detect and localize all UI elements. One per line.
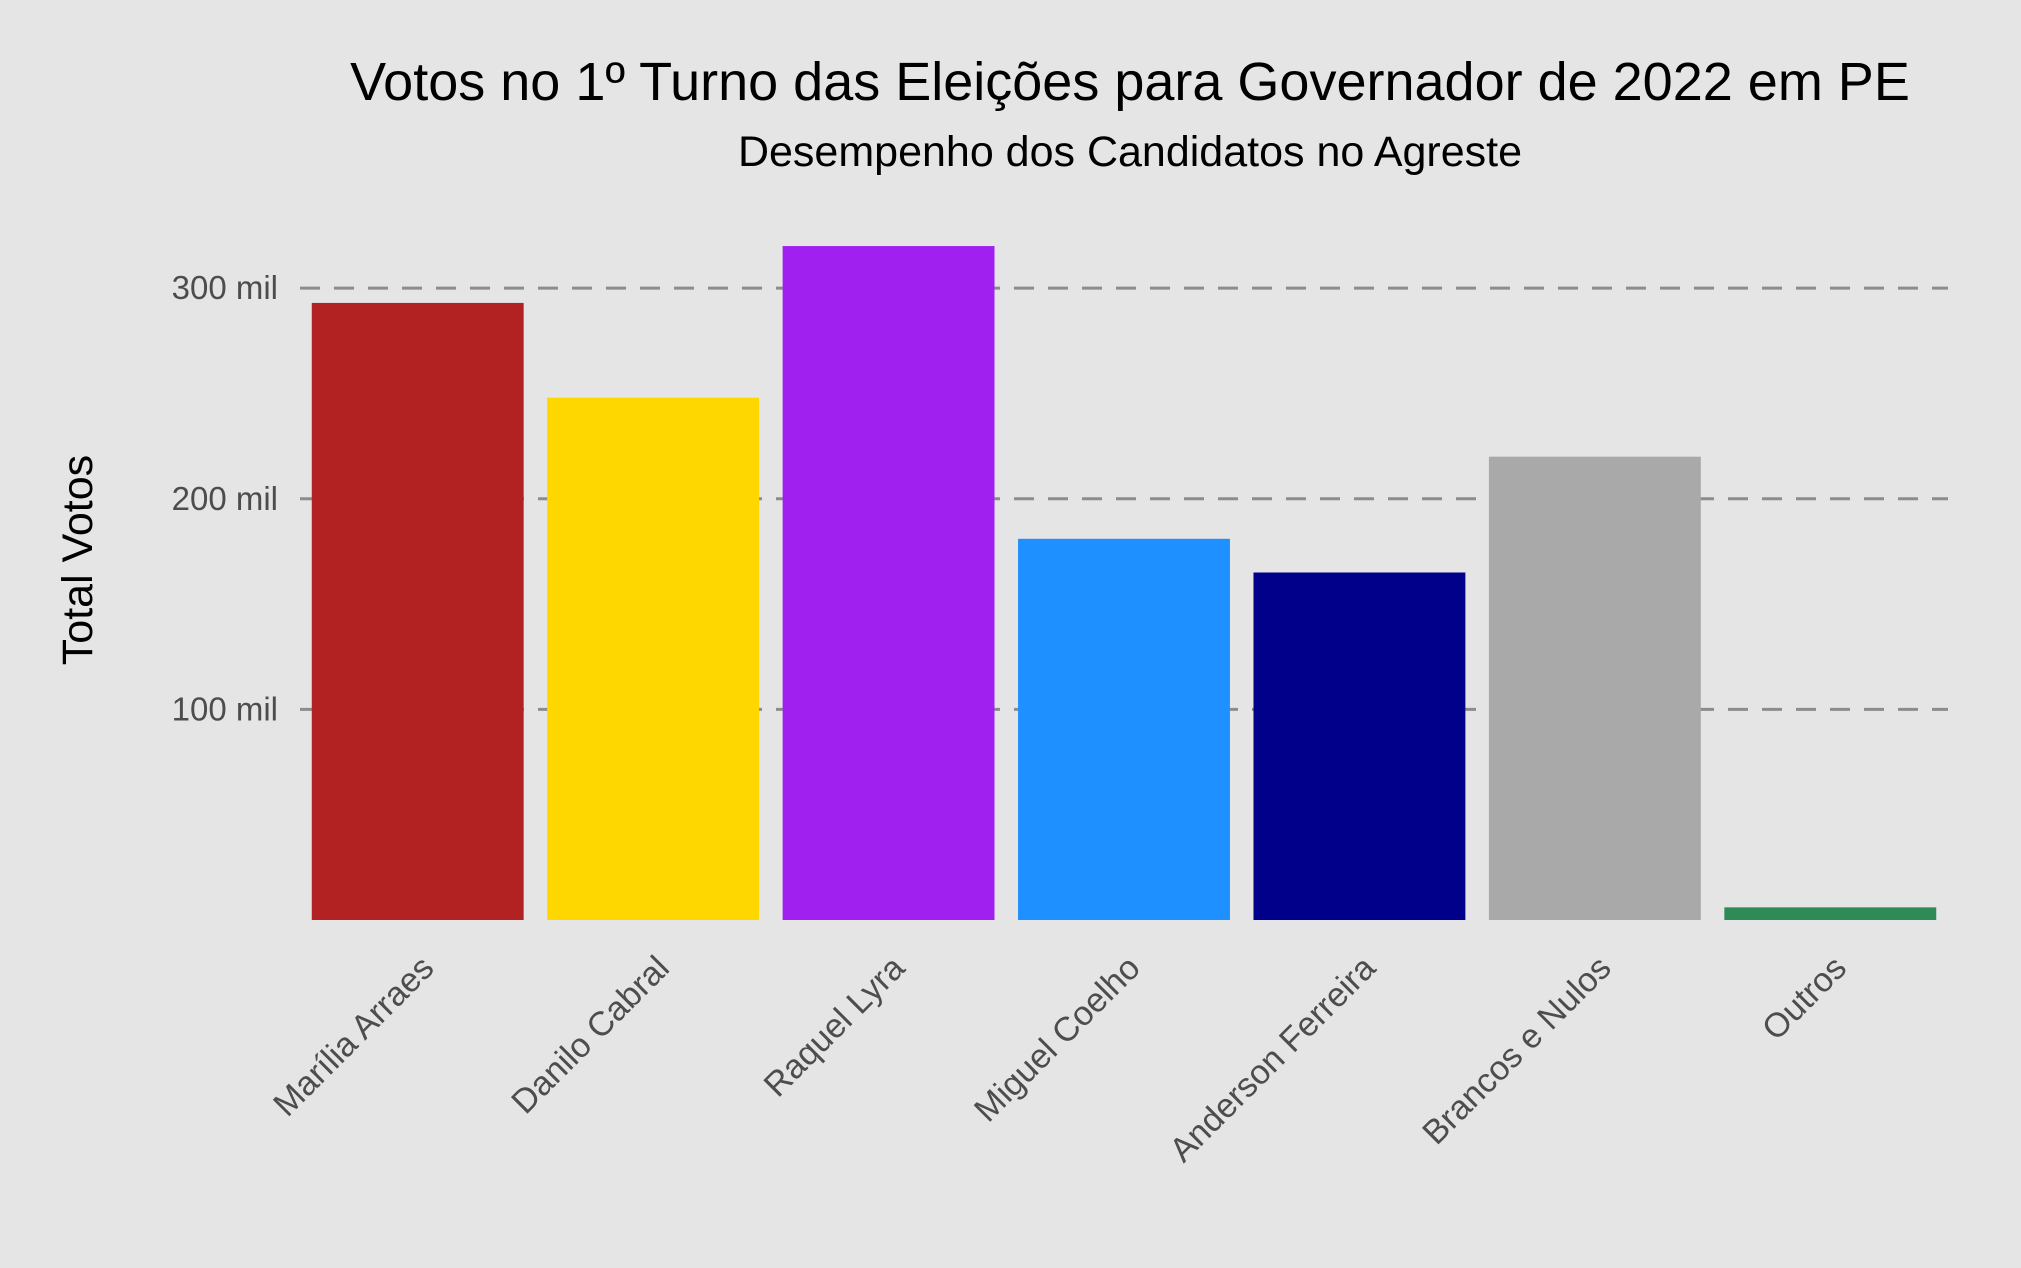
- x-tick-label: Miguel Coelho: [967, 949, 1148, 1130]
- bar: [1253, 572, 1466, 920]
- x-tick-label: Anderson Ferreira: [1162, 949, 1383, 1170]
- y-axis-ticks: 100 mil 200 mil 300 mil: [172, 269, 278, 727]
- y-tick-label: 200 mil: [172, 480, 278, 517]
- chart-subtitle: Desempenho dos Candidatos no Agreste: [738, 128, 1522, 176]
- bars: [311, 246, 1937, 920]
- bar: [1018, 538, 1230, 920]
- y-axis-label: Total Votos: [54, 455, 102, 665]
- y-tick-label: 300 mil: [172, 269, 278, 306]
- x-tick-label: Danilo Cabral: [504, 949, 677, 1122]
- x-axis-ticks: Marília Arraes Danilo Cabral Raquel Lyra Mi…: [266, 949, 1854, 1170]
- y-tick-label: 100 mil: [172, 690, 278, 727]
- bar: [1488, 456, 1701, 920]
- bar: [547, 397, 760, 920]
- chart-title: Votos no 1º Turno das Eleições para Gove…: [350, 52, 1910, 112]
- x-tick-label: Outros: [1755, 949, 1854, 1048]
- bar: [1724, 907, 1937, 920]
- bar: [311, 302, 524, 920]
- x-tick-label: Raquel Lyra: [757, 949, 913, 1105]
- bar: [782, 246, 995, 920]
- x-tick-label: Marília Arraes: [266, 949, 441, 1124]
- x-tick-label: Brancos e Nulos: [1415, 949, 1618, 1152]
